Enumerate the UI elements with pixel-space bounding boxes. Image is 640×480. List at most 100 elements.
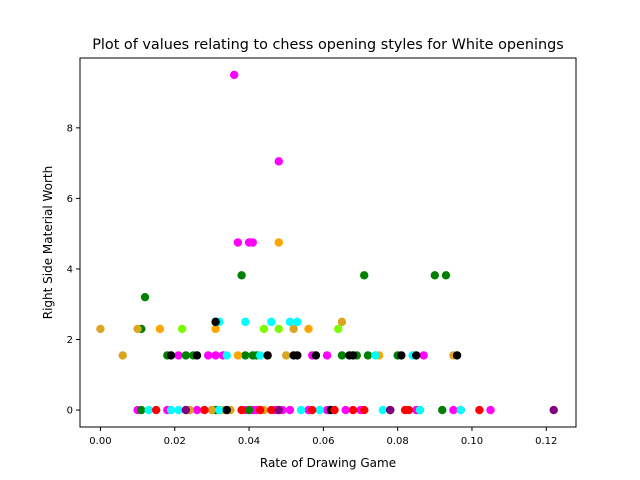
y-tick-label: 2 — [67, 335, 73, 346]
x-axis-label: Rate of Drawing Game — [260, 456, 396, 470]
x-tick-label: 0.06 — [312, 436, 334, 447]
data-point — [259, 324, 269, 334]
plot-frame — [79, 57, 577, 428]
data-point — [348, 351, 358, 360]
y-tick-label: 0 — [67, 406, 73, 417]
data-point — [140, 292, 150, 302]
data-point — [241, 351, 250, 360]
data-point — [449, 405, 458, 415]
data-point — [166, 351, 176, 360]
x-tick-label: 0.04 — [238, 436, 260, 447]
data-point — [337, 351, 347, 360]
x-tick-label: 0.10 — [461, 436, 483, 447]
data-point — [371, 351, 380, 360]
data-point — [452, 351, 462, 360]
data-point — [296, 405, 306, 415]
data-point — [274, 324, 283, 334]
x-axis-ticks: 0.00 0.02 0.04 0.06 0.08 0.10 0.12 — [89, 427, 557, 447]
data-point — [486, 405, 495, 415]
data-point — [237, 405, 246, 415]
data-point — [215, 405, 224, 415]
data-point — [155, 324, 165, 334]
data-point — [419, 351, 428, 360]
data-point — [133, 324, 142, 334]
data-point — [430, 271, 440, 280]
data-point — [475, 405, 484, 415]
data-point — [549, 405, 558, 415]
plot-points — [96, 70, 558, 415]
data-point — [397, 351, 406, 360]
y-axis-ticks: 0 2 4 6 8 — [67, 123, 80, 417]
data-point — [404, 405, 414, 415]
data-point — [181, 405, 191, 415]
data-point — [255, 405, 265, 415]
data-point — [174, 405, 183, 415]
data-point — [438, 405, 447, 415]
data-point — [334, 324, 343, 334]
data-point — [151, 405, 161, 415]
data-point — [222, 405, 231, 415]
data-point — [341, 405, 350, 415]
data-point — [144, 405, 153, 415]
y-tick-label: 8 — [67, 123, 73, 134]
data-point — [244, 405, 254, 415]
data-point — [330, 405, 339, 415]
data-point — [267, 405, 276, 415]
data-point — [192, 405, 202, 415]
x-tick-label: 0.02 — [164, 436, 186, 447]
data-point — [285, 405, 295, 415]
x-tick-label: 0.12 — [535, 436, 557, 447]
x-tick-label: 0.08 — [387, 436, 409, 447]
data-point — [378, 405, 387, 415]
data-point — [241, 317, 250, 327]
data-point — [255, 351, 265, 360]
data-point — [181, 351, 191, 360]
data-point — [267, 317, 276, 327]
data-point — [348, 405, 358, 415]
data-point — [308, 405, 317, 415]
data-point — [200, 405, 209, 415]
data-point — [211, 351, 220, 360]
data-point — [285, 317, 295, 327]
data-point — [315, 405, 324, 415]
data-point — [456, 405, 466, 415]
data-point — [192, 351, 202, 360]
data-point — [311, 351, 321, 360]
data-point — [166, 405, 176, 415]
data-point — [229, 70, 239, 80]
data-point — [263, 351, 272, 360]
data-point — [203, 351, 213, 360]
y-tick-label: 6 — [67, 194, 73, 205]
data-point — [237, 271, 246, 280]
data-point — [118, 351, 127, 360]
data-point — [293, 317, 302, 327]
y-tick-label: 4 — [67, 265, 73, 276]
data-point — [274, 157, 283, 166]
data-point — [233, 351, 243, 360]
x-tick-label: 0.00 — [89, 436, 111, 447]
data-point — [322, 351, 332, 360]
data-point — [304, 324, 313, 334]
data-point — [282, 351, 291, 360]
data-point — [174, 351, 183, 360]
data-point — [248, 238, 257, 247]
data-point — [222, 351, 231, 360]
data-point — [137, 405, 146, 415]
data-point — [211, 317, 220, 327]
data-point — [293, 351, 302, 360]
data-point — [415, 405, 425, 415]
data-point — [233, 238, 243, 247]
data-point — [274, 238, 283, 247]
data-point — [289, 324, 298, 334]
data-point — [441, 271, 451, 280]
data-point — [360, 271, 369, 280]
data-point — [207, 405, 217, 415]
chart-title: Plot of values relating to chess opening… — [92, 37, 564, 53]
data-point — [386, 405, 395, 415]
data-point — [412, 351, 421, 360]
data-point — [211, 324, 220, 334]
data-point — [363, 351, 373, 360]
data-point — [96, 324, 105, 334]
y-axis-label: Right Side Material Worth — [41, 166, 55, 320]
